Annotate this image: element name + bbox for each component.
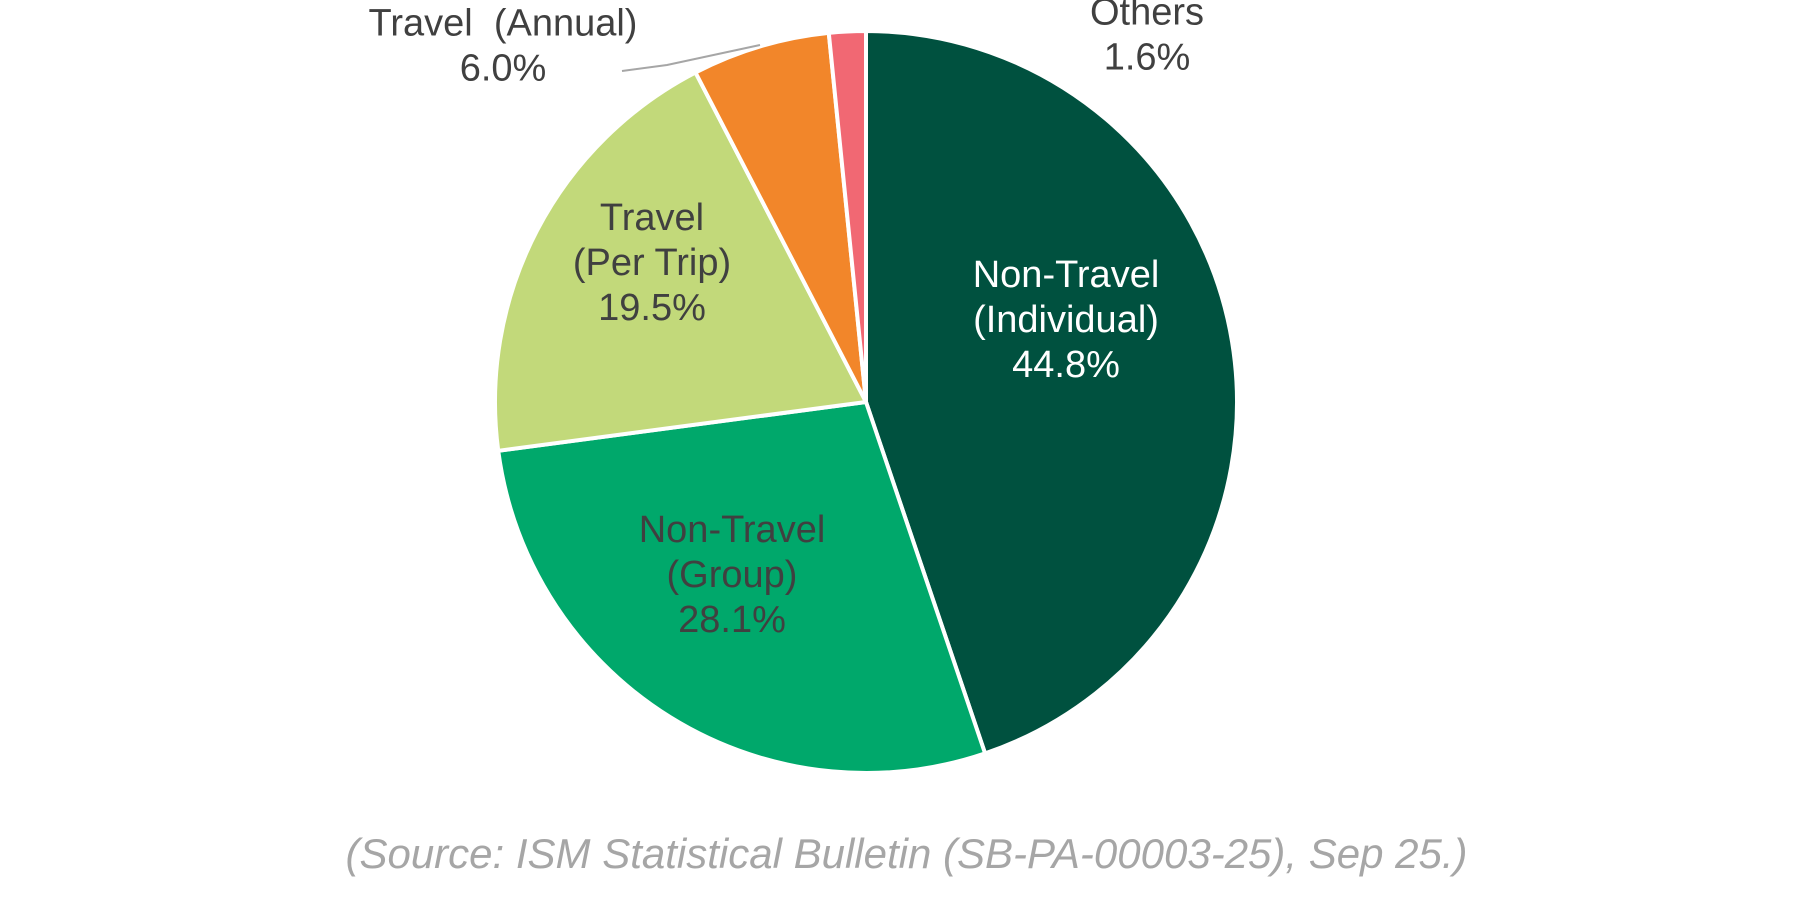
slice-value-label: 28.1%: [678, 599, 786, 641]
slice-label-travel-annual: Travel (Annual) 6.0%: [369, 3, 638, 90]
pie-slices: [493, 28, 1239, 775]
pie-slice-travel-annual: [693, 30, 868, 404]
slice-name-label: (Individual): [973, 299, 1159, 341]
slice-label-travel-per-trip: Travel (Per Trip) 19.5%: [573, 197, 731, 329]
pie-slice-non-travel-group: [496, 400, 988, 775]
slice-name-label: (Group): [667, 554, 798, 596]
source-note: (Source: ISM Statistical Bulletin (SB-PA…: [345, 830, 1468, 877]
slice-label-non-travel-group: Non-Travel (Group) 28.1%: [639, 509, 826, 641]
slice-name-label: Others: [1090, 0, 1204, 34]
leader-lines: [621, 44, 761, 72]
leader-line-travel-annual: [621, 44, 761, 72]
slice-name-label: Travel: [600, 197, 704, 239]
slice-value-label: 1.6%: [1104, 37, 1191, 79]
pie-slice-non-travel-individual: [864, 29, 1239, 756]
slice-name-label: Travel (Annual): [369, 3, 638, 45]
slice-value-label: 19.5%: [598, 287, 706, 329]
slice-label-non-travel-individual: Non-Travel (Individual) 44.8%: [973, 254, 1160, 386]
slice-name-label: (Per Trip): [573, 242, 731, 284]
slice-label-others: Others 1.6%: [1090, 0, 1204, 79]
pie-slice-travel-per-trip: [493, 70, 868, 453]
slice-name-label: Non-Travel: [973, 254, 1160, 296]
slice-labels: Non-Travel (Individual) 44.8%Non-Travel (Gr…: [369, 0, 1204, 641]
slice-name-label: Non-Travel: [639, 509, 826, 551]
slice-value-label: 6.0%: [460, 48, 547, 90]
slice-value-label: 44.8%: [1012, 344, 1120, 386]
pie-slice-others: [826, 28, 868, 404]
